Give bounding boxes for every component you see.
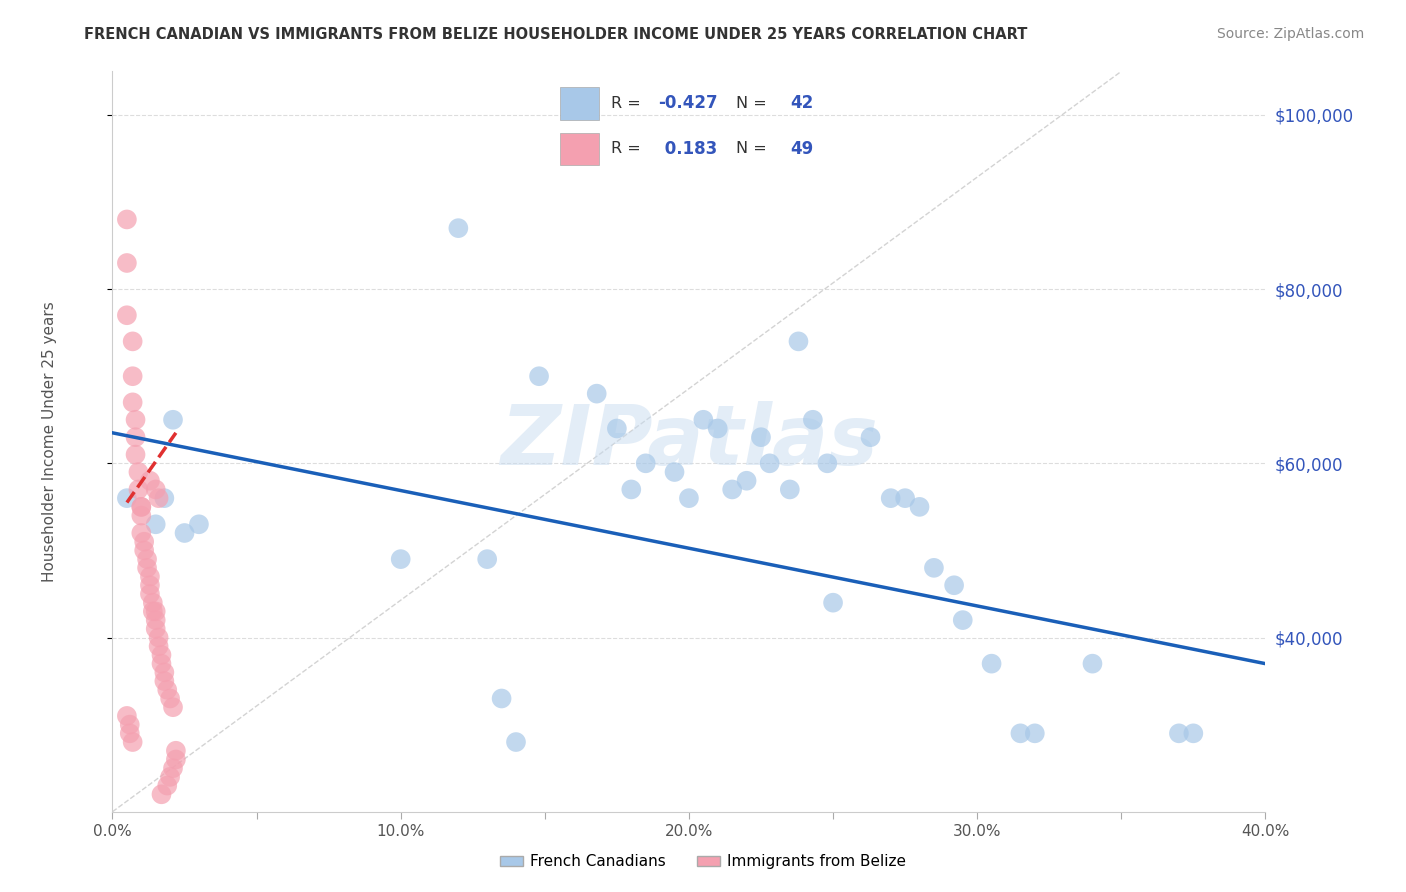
Point (139, 474, 162, 488)
Point (153, 665, 176, 680)
Point (1081, 657, 1104, 671)
Point (115, 308, 138, 322)
Point (821, 596, 844, 610)
Point (447, 221, 470, 235)
Point (121, 369, 143, 384)
Point (145, 517, 167, 532)
Point (707, 421, 730, 435)
Point (150, 657, 173, 671)
Point (162, 761, 184, 775)
Point (136, 561, 159, 575)
Point (150, 648, 173, 662)
Point (1010, 726, 1032, 740)
Point (115, 709, 138, 723)
Point (859, 430, 882, 444)
Point (801, 413, 824, 427)
Point (389, 552, 412, 566)
Point (124, 430, 146, 444)
Point (165, 744, 187, 758)
Point (145, 622, 167, 636)
Point (721, 483, 744, 497)
Point (124, 448, 146, 462)
Point (815, 456, 838, 470)
Point (188, 517, 211, 532)
Point (922, 561, 945, 575)
Point (678, 491, 700, 505)
Point (118, 726, 141, 740)
Point (664, 465, 686, 479)
Point (129, 500, 153, 514)
Point (156, 682, 179, 697)
Point (139, 578, 162, 592)
Point (1024, 726, 1046, 740)
Point (606, 421, 628, 435)
Point (159, 691, 181, 706)
Point (145, 483, 167, 497)
Point (136, 552, 159, 566)
Point (121, 334, 143, 349)
Point (153, 674, 176, 689)
Point (779, 483, 801, 497)
Point (880, 491, 903, 505)
Point (150, 787, 173, 801)
Point (620, 483, 643, 497)
Point (908, 500, 931, 514)
Point (148, 491, 170, 505)
Point (129, 526, 153, 541)
Point (115, 491, 138, 505)
Point (491, 691, 513, 706)
Point (1167, 726, 1189, 740)
Point (787, 334, 810, 349)
Point (121, 395, 143, 409)
Point (634, 456, 657, 470)
Point (124, 413, 146, 427)
Point (145, 604, 167, 618)
Point (758, 456, 780, 470)
Text: FRENCH CANADIAN VS IMMIGRANTS FROM BELIZE HOUSEHOLDER INCOME UNDER 25 YEARS CORR: FRENCH CANADIAN VS IMMIGRANTS FROM BELIZ… (84, 27, 1028, 42)
Point (129, 508, 153, 523)
Point (156, 779, 179, 793)
Point (139, 587, 162, 601)
Point (980, 657, 1002, 671)
Point (165, 752, 187, 766)
Point (692, 413, 714, 427)
Point (162, 700, 184, 714)
Point (527, 369, 550, 384)
Point (505, 735, 527, 749)
Point (115, 212, 138, 227)
Point (148, 639, 170, 653)
Point (121, 735, 143, 749)
Point (162, 413, 184, 427)
Point (173, 526, 195, 541)
Point (735, 474, 758, 488)
Point (159, 770, 181, 784)
Point (134, 534, 156, 549)
Point (153, 491, 176, 505)
Point (749, 430, 772, 444)
Point (118, 717, 141, 731)
Point (943, 578, 966, 592)
Point (475, 552, 499, 566)
Point (127, 465, 149, 479)
Point (115, 256, 138, 270)
Point (1182, 726, 1205, 740)
Legend: French Canadians, Immigrants from Belize: French Canadians, Immigrants from Belize (494, 848, 912, 875)
Point (894, 491, 917, 505)
Point (145, 613, 167, 627)
Text: ZIPatlas: ZIPatlas (501, 401, 877, 482)
Point (127, 483, 149, 497)
Point (148, 631, 170, 645)
Point (142, 604, 165, 618)
Point (142, 596, 165, 610)
Point (134, 543, 156, 558)
Point (585, 386, 607, 401)
Text: Source: ZipAtlas.com: Source: ZipAtlas.com (1216, 27, 1364, 41)
Point (139, 569, 162, 583)
Point (129, 500, 153, 514)
Point (952, 613, 974, 627)
Text: Householder Income Under 25 years: Householder Income Under 25 years (42, 301, 56, 582)
